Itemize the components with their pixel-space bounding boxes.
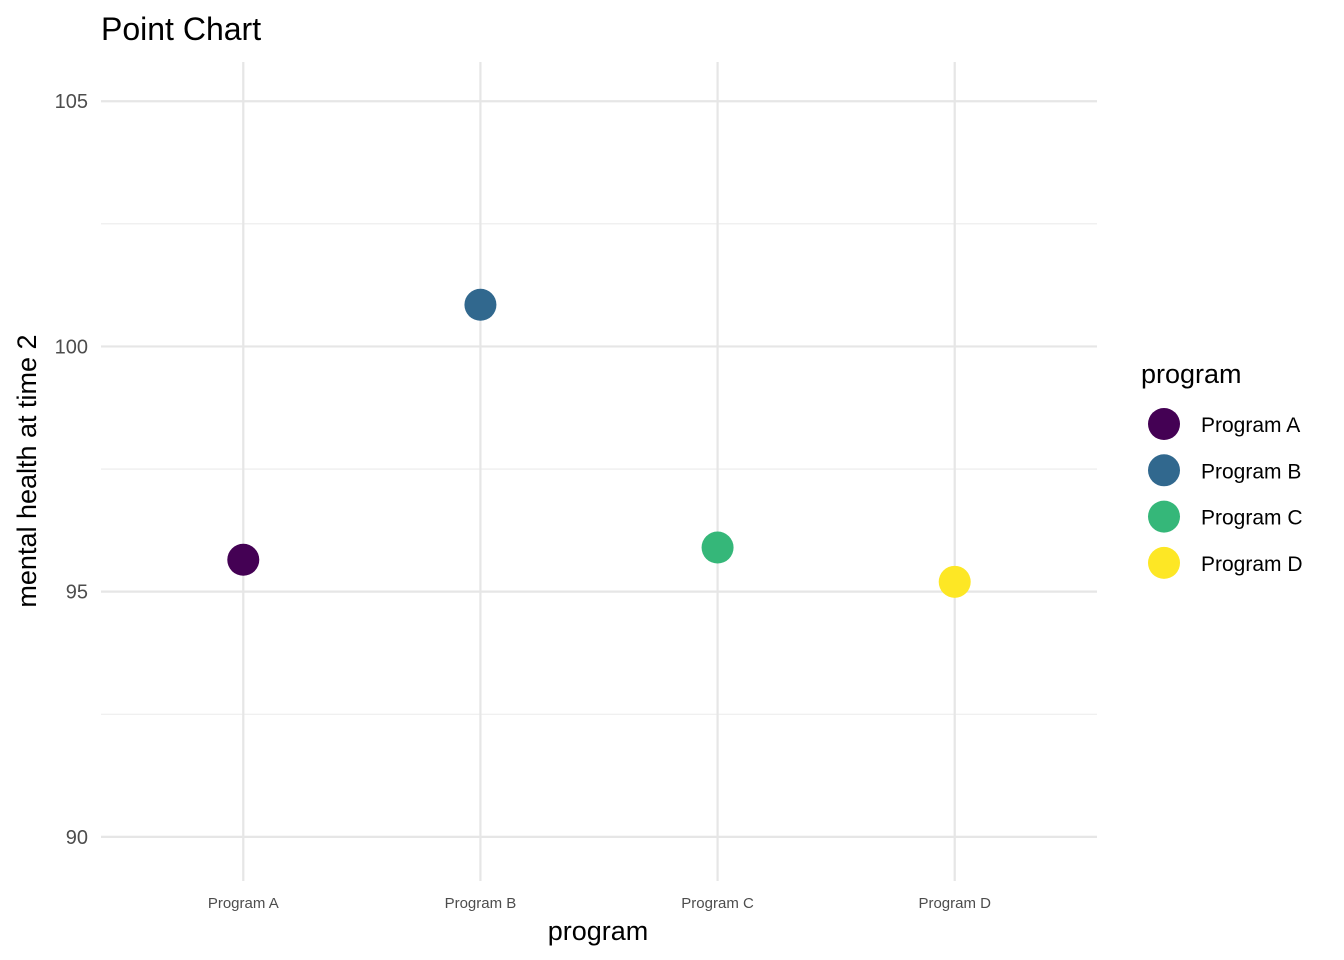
y-tick-label: 100 [55, 336, 88, 358]
y-tick-label: 95 [66, 582, 88, 604]
legend-entry-label: Program C [1201, 507, 1303, 530]
x-tick-label: Program B [445, 895, 517, 912]
legend-swatch [1148, 500, 1180, 533]
x-axis-ticks: Program A Program B Program C Program D [208, 895, 991, 912]
legend-swatch [1148, 546, 1180, 579]
minor-gridlines [101, 223, 1097, 715]
y-tick-label: 90 [66, 827, 88, 849]
legend-title: program [1141, 359, 1242, 389]
x-tick-label: Program D [918, 895, 991, 912]
y-axis-title: mental health at time 2 [12, 334, 42, 607]
data-point [464, 288, 497, 321]
x-tick-label: Program A [208, 895, 279, 912]
y-tick-label: 105 [55, 91, 88, 113]
data-point [938, 565, 971, 598]
y-axis-ticks: 90 95 100 105 [55, 91, 88, 849]
data-point [701, 531, 734, 564]
legend-entry-label: Program D [1201, 553, 1303, 576]
legend-swatch [1148, 408, 1180, 440]
legend-entry-label: Program A [1201, 414, 1300, 437]
data-point [227, 543, 260, 576]
data-points [227, 288, 971, 598]
x-axis-title: program [548, 916, 649, 946]
legend: program Program A Program B Program C Progr… [1141, 359, 1303, 579]
legend-entry-label: Program B [1201, 460, 1301, 483]
legend-swatch [1148, 454, 1180, 487]
chart-title: Point Chart [101, 11, 261, 47]
x-tick-label: Program C [681, 895, 754, 912]
major-gridlines [101, 62, 1097, 881]
